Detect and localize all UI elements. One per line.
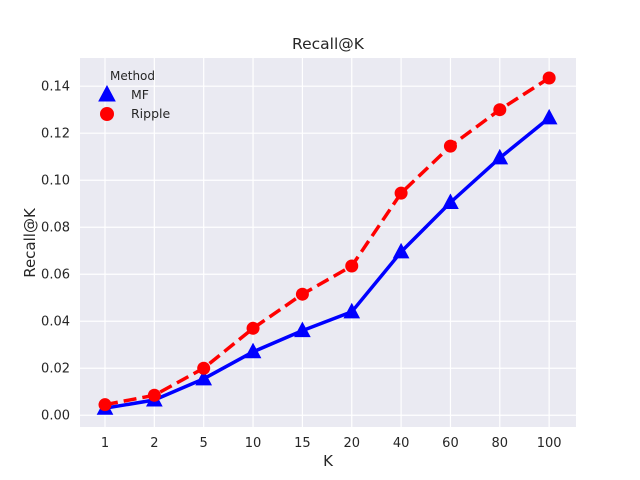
x-tick-label: 100 xyxy=(537,436,562,451)
legend-label-mf: MF xyxy=(131,87,149,102)
data-point-mf xyxy=(244,342,262,359)
series-group xyxy=(96,71,558,415)
data-point-mf xyxy=(442,193,459,210)
x-axis-title: K xyxy=(323,452,334,470)
data-point-mf xyxy=(491,148,509,165)
x-tick-label: 20 xyxy=(343,436,360,451)
data-point-mf xyxy=(392,242,410,259)
y-tick-label: 0.12 xyxy=(41,127,70,142)
y-tick-label: 0.02 xyxy=(41,362,70,377)
y-tick-label: 0.06 xyxy=(41,268,70,283)
data-point-ripple xyxy=(542,71,556,85)
chart-title: Recall@K xyxy=(292,35,365,53)
x-tick-label: 80 xyxy=(492,436,509,451)
x-tick-labels: 1 2 5 10 15 20 40 60 80 100 xyxy=(101,436,562,451)
data-point-ripple xyxy=(98,398,112,412)
y-axis-title: Recall@K xyxy=(21,207,39,278)
legend-title: Method xyxy=(110,69,155,83)
legend: Method MF Ripple xyxy=(98,69,171,121)
data-point-ripple xyxy=(345,259,359,273)
data-point-mf xyxy=(294,321,311,338)
legend-marker-ripple xyxy=(100,107,114,121)
x-tick-label: 2 xyxy=(150,436,158,451)
data-point-ripple xyxy=(443,139,457,153)
data-point-ripple xyxy=(246,321,260,335)
data-point-mf xyxy=(343,302,361,319)
data-point-ripple xyxy=(295,287,309,301)
y-tick-label: 0.04 xyxy=(41,315,70,330)
x-tick-label: 15 xyxy=(294,436,311,451)
legend-marker-mf xyxy=(98,84,116,102)
plot-background xyxy=(80,58,576,427)
data-point-ripple xyxy=(493,103,507,117)
y-tick-label: 0.14 xyxy=(41,80,70,95)
series-line-mf xyxy=(104,116,551,410)
y-tick-label: 0.00 xyxy=(41,409,70,424)
x-tick-label: 40 xyxy=(393,436,410,451)
x-tick-label: 1 xyxy=(101,436,109,451)
data-point-ripple xyxy=(147,388,161,402)
data-point-mf xyxy=(195,369,213,386)
x-tick-label: 5 xyxy=(200,436,208,451)
x-tick-label: 10 xyxy=(245,436,262,451)
y-tick-labels: 0.00 0.02 0.04 0.06 0.08 0.10 0.12 0.14 xyxy=(41,80,70,424)
data-point-mf xyxy=(540,108,558,125)
grid xyxy=(80,58,576,427)
series-line-ripple xyxy=(104,76,551,407)
data-point-ripple xyxy=(197,361,211,375)
data-point-ripple xyxy=(394,186,408,200)
y-tick-label: 0.10 xyxy=(41,174,70,189)
x-tick-label: 60 xyxy=(442,436,459,451)
legend-label-ripple: Ripple xyxy=(131,106,171,121)
y-tick-label: 0.08 xyxy=(41,221,70,236)
